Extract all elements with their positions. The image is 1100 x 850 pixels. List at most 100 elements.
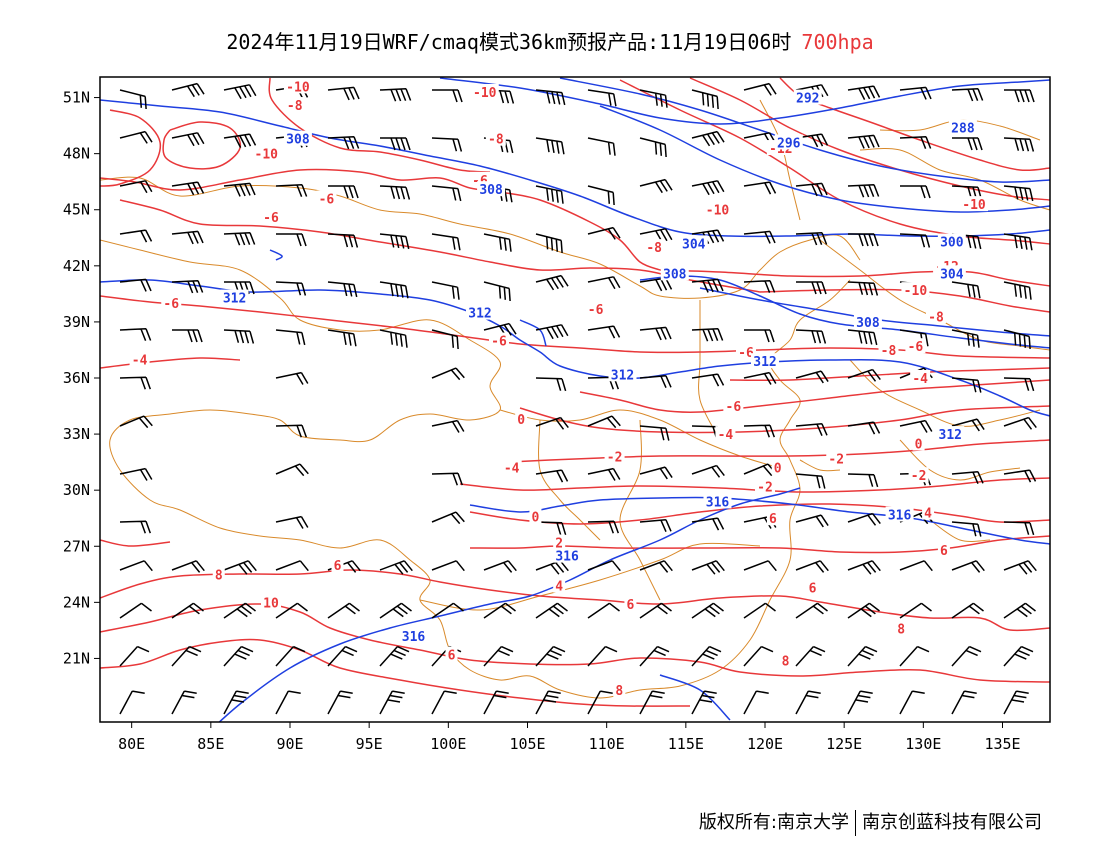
wind-barb <box>1003 137 1035 152</box>
wind-barb <box>483 322 517 338</box>
wind-barb <box>431 602 464 619</box>
wind-barb <box>795 473 826 489</box>
contour-labels: -10-10-8-10-8-6-6-6-6-4-6-6-8-10-12-10-1… <box>129 78 988 699</box>
wind-barb <box>847 183 880 198</box>
wind-barb <box>535 324 569 340</box>
geopotential-isoline <box>100 279 1050 417</box>
wind-barb <box>1004 89 1035 103</box>
temperature-label-bg <box>826 450 847 466</box>
temperature-label-bg <box>485 130 506 146</box>
wind-barb <box>899 645 930 667</box>
wind-barb <box>223 602 256 619</box>
wind-barb <box>223 560 257 575</box>
geopotential-isoline <box>439 77 1050 125</box>
wind-barb <box>951 281 981 299</box>
wind-barb <box>327 329 357 347</box>
temperature-label: -10 <box>962 198 986 213</box>
wind-barb <box>795 645 826 667</box>
wind-barb <box>431 367 465 381</box>
wind-barb <box>639 228 673 243</box>
temperature-isoline <box>100 569 1050 632</box>
wind-barb <box>951 329 980 348</box>
wind-barb <box>171 690 197 715</box>
wind-barb <box>587 690 613 715</box>
geopotential-contours <box>100 77 1050 722</box>
temperature-label: 6 <box>809 581 817 596</box>
wind-barb <box>691 560 725 575</box>
geopotential-label-bg <box>936 426 965 442</box>
x-tick-label: 135E <box>984 735 1020 753</box>
wind-barb <box>847 602 880 619</box>
footer-separator <box>855 810 856 836</box>
boundary-line <box>100 176 861 299</box>
temperature-label: -8 <box>646 241 662 256</box>
y-tick-label: 33N <box>63 425 90 443</box>
temperature-label: 8 <box>782 654 790 669</box>
wind-barb <box>327 86 360 101</box>
temperature-label-bg <box>515 411 528 427</box>
temperature-label: -6 <box>726 400 742 415</box>
wind-barb <box>171 279 204 294</box>
wind-barb <box>327 645 358 667</box>
temperature-label-bg <box>908 467 929 483</box>
temperature-label: -10 <box>473 86 497 101</box>
wind-barb <box>535 274 569 291</box>
geopotential-label: 300 <box>940 236 964 251</box>
wind-barb <box>223 182 256 197</box>
temperature-isoline <box>469 503 1050 525</box>
wind-barb <box>847 85 881 100</box>
wind-barb <box>587 89 617 107</box>
geopotential-label: 312 <box>611 368 634 383</box>
geopotential-label: 312 <box>753 355 776 370</box>
wind-barb <box>743 181 777 195</box>
wind-barb <box>899 419 933 433</box>
wind-barb <box>743 602 776 619</box>
geopotential-label-bg <box>553 547 582 563</box>
wind-barb <box>951 645 982 667</box>
wind-barb <box>483 602 516 619</box>
wind-barb <box>847 421 881 435</box>
axes: 80E 85E 90E 95E 100E 105E 110E 115E 120E 125E 130E… <box>63 89 1021 753</box>
wind-barb <box>899 135 932 149</box>
temperature-label-bg <box>212 566 225 582</box>
wind-barb <box>639 137 667 158</box>
boundary-line <box>419 542 761 611</box>
geopotential-label: 308 <box>663 267 687 282</box>
geopotential-label: 308 <box>286 133 310 148</box>
geopotential-isoline <box>639 275 1050 349</box>
wind-barb <box>483 560 517 573</box>
wind-barb <box>1003 377 1035 392</box>
geopotential-label: 304 <box>682 237 706 252</box>
wind-barb <box>639 374 672 389</box>
temperature-label-bg <box>489 332 509 348</box>
wind-barb <box>223 133 257 148</box>
geopotential-label-bg <box>885 506 914 522</box>
wind-barb <box>743 645 774 667</box>
wind-barb <box>899 233 931 248</box>
y-tick-label: 51N <box>63 89 90 107</box>
wind-barb <box>639 518 672 533</box>
temperature-label: 8 <box>615 684 623 699</box>
wind-barb <box>951 185 983 200</box>
geopotential-label-bg <box>774 134 803 150</box>
wind-barb <box>847 473 879 488</box>
title-pressure-level: 700hpa <box>801 30 874 54</box>
wind-barb <box>743 371 777 385</box>
wind-barb <box>171 132 205 147</box>
wind-barb <box>431 419 465 433</box>
wind-barb <box>795 133 829 148</box>
wind-barb <box>431 185 462 202</box>
temperature-label-bg <box>261 594 281 610</box>
copyright-text: 版权所有:南京大学 <box>698 812 849 833</box>
wind-barb <box>744 329 775 343</box>
wind-barb <box>119 278 152 292</box>
wind-barb <box>743 230 776 244</box>
temperature-label: 6 <box>448 649 456 664</box>
temperature-label-bg <box>723 398 744 414</box>
temperature-label-bg <box>755 478 775 494</box>
wind-barbs <box>119 82 1037 715</box>
wind-barb <box>379 233 410 250</box>
boundary-line <box>799 459 841 472</box>
wind-barb <box>639 89 668 108</box>
wind-barb <box>171 602 204 619</box>
